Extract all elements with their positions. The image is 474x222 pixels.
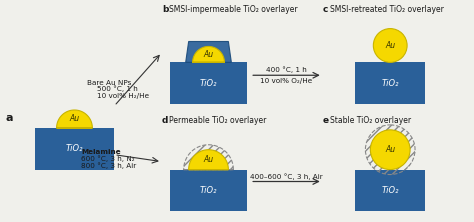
Text: Melamine: Melamine: [82, 149, 121, 155]
Circle shape: [374, 29, 407, 62]
Text: 600 °C, 3 h, N₂: 600 °C, 3 h, N₂: [82, 155, 135, 162]
Text: Au: Au: [385, 145, 395, 154]
Bar: [356, 170, 425, 211]
Text: Au: Au: [69, 115, 80, 123]
Text: TiO₂: TiO₂: [66, 144, 83, 153]
Text: Bare Au NPs: Bare Au NPs: [87, 80, 132, 86]
Text: Au: Au: [385, 41, 395, 50]
Bar: [35, 128, 114, 170]
Bar: [170, 62, 247, 104]
Text: Au: Au: [203, 50, 214, 59]
Polygon shape: [56, 110, 92, 128]
Text: 500 °C, 1 h: 500 °C, 1 h: [97, 85, 138, 92]
Bar: [170, 170, 247, 211]
Text: 400–600 °C, 3 h, Air: 400–600 °C, 3 h, Air: [250, 173, 322, 180]
Polygon shape: [192, 46, 224, 62]
Text: 10 vol% O₂/He: 10 vol% O₂/He: [260, 78, 312, 84]
Text: 400 °C, 1 h: 400 °C, 1 h: [265, 67, 306, 73]
Bar: [356, 62, 425, 104]
Text: TiO₂: TiO₂: [200, 186, 217, 195]
Text: Stable TiO₂ overlayer: Stable TiO₂ overlayer: [329, 116, 411, 125]
Text: d: d: [162, 116, 168, 125]
Polygon shape: [186, 42, 231, 62]
Text: c: c: [323, 5, 328, 14]
Text: Au: Au: [203, 155, 214, 164]
Text: TiO₂: TiO₂: [382, 79, 399, 88]
Text: b: b: [162, 5, 168, 14]
Text: e: e: [323, 116, 329, 125]
Text: TiO₂: TiO₂: [382, 186, 399, 195]
Text: SMSI-impermeable TiO₂ overlayer: SMSI-impermeable TiO₂ overlayer: [169, 5, 297, 14]
Text: 800 °C, 3 h, Air: 800 °C, 3 h, Air: [82, 162, 137, 168]
Text: Permeable TiO₂ overlayer: Permeable TiO₂ overlayer: [169, 116, 266, 125]
Text: TiO₂: TiO₂: [200, 79, 217, 88]
Circle shape: [370, 130, 410, 170]
Polygon shape: [189, 150, 228, 170]
Text: 10 vol% H₂/He: 10 vol% H₂/He: [97, 93, 149, 99]
Text: SMSI-retreated TiO₂ overlayer: SMSI-retreated TiO₂ overlayer: [329, 5, 444, 14]
Text: a: a: [6, 113, 13, 123]
